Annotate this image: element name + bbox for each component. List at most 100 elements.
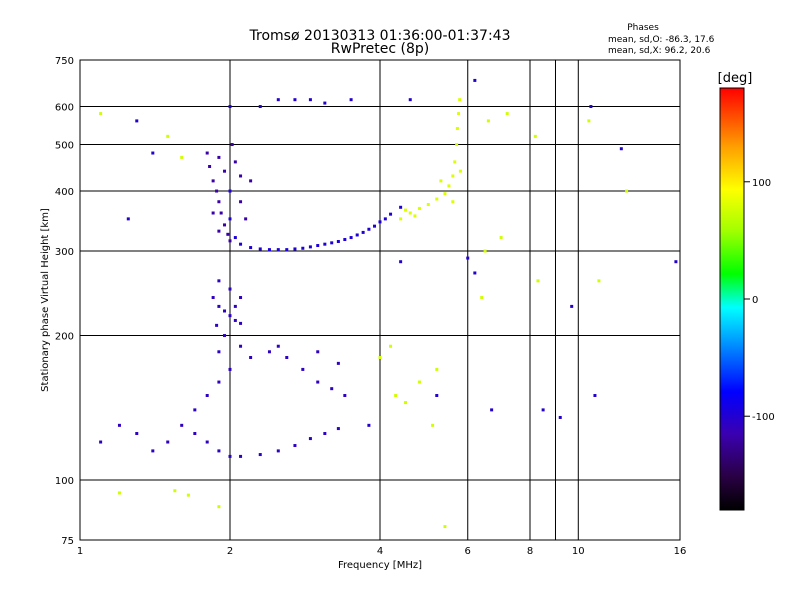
echo-point bbox=[589, 105, 593, 109]
echo-point bbox=[228, 454, 232, 458]
echo-point bbox=[228, 314, 232, 318]
echo-point bbox=[285, 355, 289, 359]
echo-point bbox=[180, 423, 184, 427]
echo-point bbox=[455, 126, 459, 130]
plot-area: 1 2 4 6 8 10 16 75 100 200 300 400 500 600 750 bbox=[55, 56, 686, 557]
echo-point bbox=[458, 98, 462, 102]
echo-point bbox=[239, 296, 243, 300]
echo-point bbox=[536, 279, 540, 283]
echo-point bbox=[301, 246, 305, 250]
echo-point bbox=[330, 387, 334, 391]
echo-point bbox=[593, 394, 597, 398]
echo-point bbox=[330, 241, 334, 245]
y-tick-label: 100 bbox=[55, 476, 74, 487]
chart-subtitle: RwPretec (8p) bbox=[331, 41, 429, 57]
colorbar: [deg] 100 0 -100 bbox=[718, 71, 775, 511]
echo-point bbox=[228, 287, 232, 291]
echo-point bbox=[217, 155, 221, 159]
echo-point bbox=[285, 248, 289, 252]
echo-point bbox=[443, 192, 447, 196]
echo-point bbox=[228, 367, 232, 371]
echo-point bbox=[383, 217, 387, 221]
echo-point bbox=[343, 238, 347, 242]
echo-point bbox=[223, 223, 227, 227]
echo-point bbox=[499, 236, 503, 240]
echo-point bbox=[249, 179, 253, 183]
echo-point bbox=[399, 260, 403, 264]
echo-point bbox=[217, 229, 221, 233]
x-tick-label: 1 bbox=[77, 546, 83, 557]
echo-point bbox=[276, 248, 280, 252]
echo-point bbox=[258, 247, 262, 251]
phases-x-stats: mean, sd,X: 96.2, 20.6 bbox=[608, 46, 711, 56]
x-tick-label: 4 bbox=[377, 546, 383, 557]
echo-point bbox=[126, 217, 130, 221]
echo-point bbox=[151, 449, 155, 453]
echo-point bbox=[619, 147, 623, 151]
echo-point bbox=[373, 224, 377, 228]
echo-point bbox=[217, 304, 221, 308]
echo-point bbox=[135, 119, 139, 123]
echo-point bbox=[417, 206, 421, 210]
echo-point bbox=[211, 296, 215, 300]
echo-point bbox=[267, 350, 271, 354]
echo-point bbox=[413, 214, 417, 218]
echo-point bbox=[117, 423, 121, 427]
echo-point bbox=[473, 78, 477, 82]
echo-point bbox=[239, 321, 243, 325]
echo-point bbox=[186, 493, 190, 497]
y-tick-label: 300 bbox=[55, 247, 74, 258]
x-tick-label: 8 bbox=[527, 546, 533, 557]
echo-point bbox=[394, 394, 398, 398]
echo-point bbox=[343, 394, 347, 398]
echo-point bbox=[439, 179, 443, 183]
colorbar-tick-label: 0 bbox=[752, 295, 758, 306]
x-axis-ticks: 1 2 4 6 8 10 16 bbox=[77, 546, 687, 557]
x-tick-label: 10 bbox=[572, 546, 585, 557]
echo-point bbox=[217, 200, 221, 204]
echo-point bbox=[173, 489, 177, 493]
echo-point bbox=[367, 423, 371, 427]
echo-point bbox=[223, 334, 227, 338]
echo-point bbox=[435, 197, 439, 201]
y-tick-label: 750 bbox=[55, 56, 74, 67]
echo-point bbox=[389, 344, 393, 348]
echo-point bbox=[355, 233, 359, 237]
echo-point bbox=[349, 236, 353, 240]
y-axis-label: Stationary phase Virtual Height [km] bbox=[40, 208, 51, 392]
echo-point bbox=[349, 98, 353, 102]
echo-point bbox=[293, 247, 297, 251]
echo-point bbox=[239, 242, 243, 246]
echo-point bbox=[301, 367, 305, 371]
echo-point bbox=[323, 432, 327, 436]
echo-point bbox=[389, 212, 393, 216]
echo-point bbox=[308, 98, 312, 102]
echo-point bbox=[293, 98, 297, 102]
echo-point bbox=[505, 112, 509, 116]
echo-point bbox=[239, 174, 243, 178]
echo-point bbox=[473, 271, 477, 275]
echo-point bbox=[239, 454, 243, 458]
echo-point bbox=[435, 394, 439, 398]
echo-point bbox=[166, 134, 170, 138]
y-tick-label: 200 bbox=[55, 332, 74, 343]
echo-point bbox=[674, 260, 678, 264]
echo-point bbox=[217, 350, 221, 354]
echo-point bbox=[223, 309, 227, 313]
echo-point bbox=[408, 98, 412, 102]
echo-point bbox=[233, 304, 237, 308]
grid bbox=[80, 60, 680, 540]
echo-point bbox=[466, 256, 470, 260]
echo-point bbox=[293, 444, 297, 448]
echo-point bbox=[239, 200, 243, 204]
colorbar-tick-label: 100 bbox=[752, 178, 771, 189]
echo-point bbox=[215, 323, 219, 327]
echo-point bbox=[570, 304, 574, 308]
echo-point bbox=[457, 112, 461, 116]
echo-point bbox=[230, 143, 234, 147]
echo-point bbox=[117, 491, 121, 495]
echo-point bbox=[490, 408, 494, 412]
echo-point bbox=[451, 200, 455, 204]
x-tick-label: 6 bbox=[465, 546, 471, 557]
